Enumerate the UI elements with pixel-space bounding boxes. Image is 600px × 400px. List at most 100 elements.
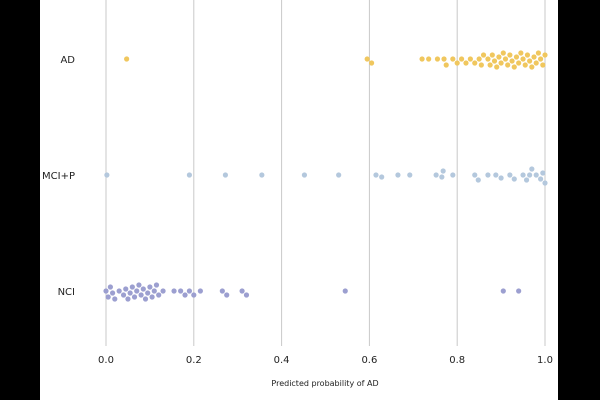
point-nci <box>134 288 140 294</box>
point-mci-p <box>520 172 526 178</box>
point-ad <box>535 50 542 56</box>
point-nci <box>125 296 131 302</box>
point-ad <box>426 56 432 62</box>
point-nci <box>153 282 160 288</box>
point-nci <box>151 288 157 294</box>
point-mci-p <box>450 172 456 178</box>
point-nci <box>107 284 113 290</box>
point-ad <box>533 60 539 66</box>
point-ad <box>500 50 506 56</box>
point-nci <box>243 292 250 298</box>
point-mci-p <box>433 172 439 178</box>
point-nci <box>147 284 153 290</box>
point-ad <box>496 54 502 60</box>
point-mci-p <box>527 172 533 178</box>
point-mci-p <box>493 172 499 178</box>
point-nci <box>138 292 144 298</box>
point-nci <box>123 286 129 292</box>
point-nci <box>142 296 149 302</box>
point-ad <box>476 56 482 62</box>
point-ad <box>542 52 548 58</box>
point-ad <box>498 60 504 66</box>
point-mci-p <box>439 174 445 180</box>
grid-lines <box>105 0 546 346</box>
point-mci-p <box>485 172 491 178</box>
point-ad <box>527 58 533 64</box>
point-ad <box>487 62 493 68</box>
point-ad <box>450 56 456 62</box>
point-nci <box>156 292 162 298</box>
point-nci <box>131 294 138 300</box>
point-mci-p <box>301 172 308 178</box>
point-nci <box>182 292 188 298</box>
point-mci-p <box>440 168 446 174</box>
point-ad <box>480 52 487 58</box>
point-mci-p <box>407 172 413 178</box>
point-nci <box>160 288 166 294</box>
point-ad <box>516 60 522 66</box>
point-ad <box>522 62 528 68</box>
point-nci <box>191 292 197 298</box>
category-labels: AD MCI+P NCI <box>42 55 75 298</box>
point-ad <box>511 64 517 70</box>
x-tick-label: 1.0 <box>537 355 553 366</box>
point-ad <box>494 64 500 70</box>
point-mci-p <box>542 180 548 186</box>
point-mci-p <box>104 172 110 178</box>
point-nci <box>171 288 177 294</box>
point-ad <box>502 56 509 62</box>
x-tick-label: 0.4 <box>274 355 290 366</box>
point-ad <box>364 56 370 62</box>
point-mci-p <box>336 172 342 178</box>
x-tick-label: 0.8 <box>449 355 465 366</box>
point-nci <box>103 288 109 294</box>
point-nci <box>136 282 142 288</box>
category-label: AD <box>60 55 75 66</box>
point-mci-p <box>529 166 535 172</box>
x-tick-label: 0.6 <box>361 355 377 366</box>
point-nci <box>145 290 151 296</box>
point-mci-p <box>475 177 481 183</box>
point-ad <box>467 56 473 62</box>
point-nci <box>219 288 225 294</box>
point-nci <box>105 294 111 300</box>
point-ad <box>524 52 531 58</box>
x-tick-label: 0.2 <box>186 355 202 366</box>
point-ad <box>531 54 537 60</box>
point-ad <box>478 62 484 68</box>
point-nci <box>342 288 348 294</box>
data-points <box>103 50 548 302</box>
point-ad <box>485 56 491 62</box>
point-mci-p <box>259 172 265 178</box>
point-mci-p <box>511 176 517 182</box>
point-ad <box>441 56 447 62</box>
point-mci-p <box>472 172 478 178</box>
point-ad <box>419 56 425 62</box>
point-ad <box>509 58 515 64</box>
x-tick-label: 0.0 <box>98 355 114 366</box>
point-nci <box>116 288 122 294</box>
point-ad <box>368 60 375 66</box>
point-ad <box>491 58 498 64</box>
point-nci <box>516 288 522 294</box>
category-label: NCI <box>58 287 75 298</box>
point-mci-p <box>523 177 530 183</box>
point-nci <box>197 288 203 294</box>
point-mci-p <box>186 172 193 178</box>
point-ad <box>529 64 535 70</box>
point-nci <box>149 294 155 300</box>
x-axis-title: Predicted probability of AD <box>271 379 378 388</box>
point-nci <box>140 286 146 292</box>
point-mci-p <box>538 176 544 182</box>
point-ad <box>540 62 546 68</box>
point-ad <box>538 56 544 62</box>
point-ad <box>505 62 511 68</box>
point-ad <box>454 60 460 66</box>
point-ad <box>520 56 526 62</box>
point-nci <box>129 284 135 290</box>
point-ad <box>489 52 495 58</box>
point-nci <box>120 292 127 298</box>
point-nci <box>224 292 230 298</box>
point-mci-p <box>373 172 379 178</box>
point-ad <box>507 52 513 58</box>
